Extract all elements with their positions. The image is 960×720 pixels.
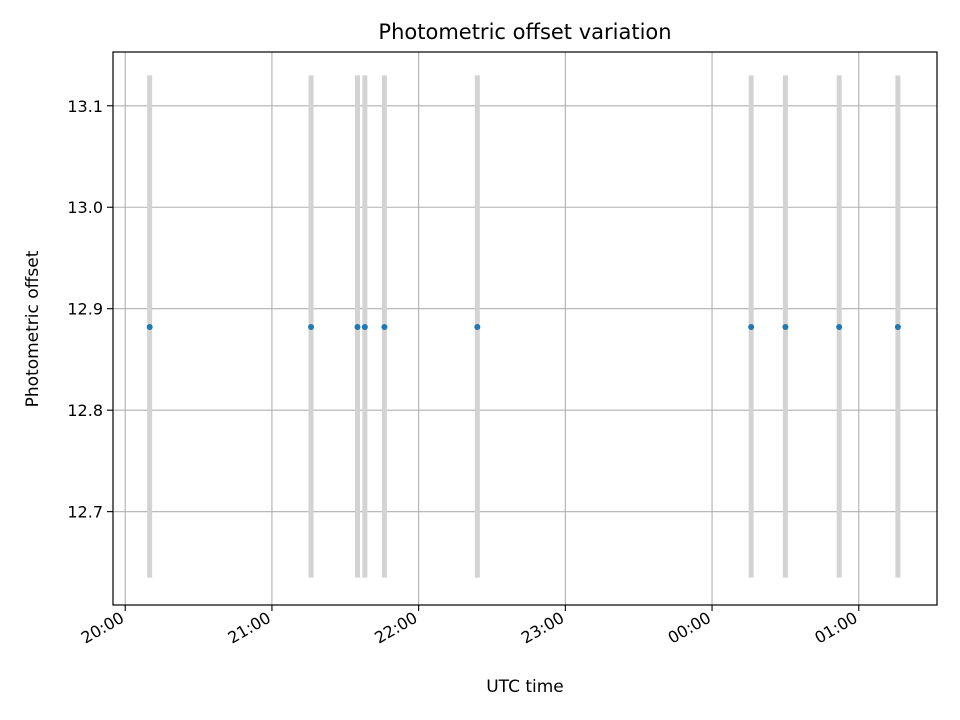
data-point (354, 323, 361, 330)
y-tick-label: 12.8 (67, 401, 103, 420)
data-point (836, 323, 843, 330)
data-point (474, 323, 481, 330)
grid-layer (113, 52, 937, 605)
data-point (748, 323, 755, 330)
x-axis-label: UTC time (486, 677, 564, 697)
y-axis-ticks: 12.7 12.8 12.9 13.0 13.1 (67, 97, 113, 522)
y-tick-label: 13.0 (67, 198, 103, 217)
y-tick-label: 12.9 (67, 300, 103, 319)
y-tick-label: 12.7 (67, 503, 103, 522)
data-point (782, 323, 789, 330)
data-point (308, 323, 315, 330)
data-point (146, 323, 153, 330)
y-tick-label: 13.1 (67, 97, 103, 116)
chart-title: Photometric offset variation (378, 20, 671, 44)
data-point (381, 323, 388, 330)
data-point (894, 323, 901, 330)
data-point (361, 323, 368, 330)
y-axis-label: Photometric offset (23, 250, 43, 407)
point-layer (146, 323, 901, 330)
plot-frame (112, 51, 938, 606)
